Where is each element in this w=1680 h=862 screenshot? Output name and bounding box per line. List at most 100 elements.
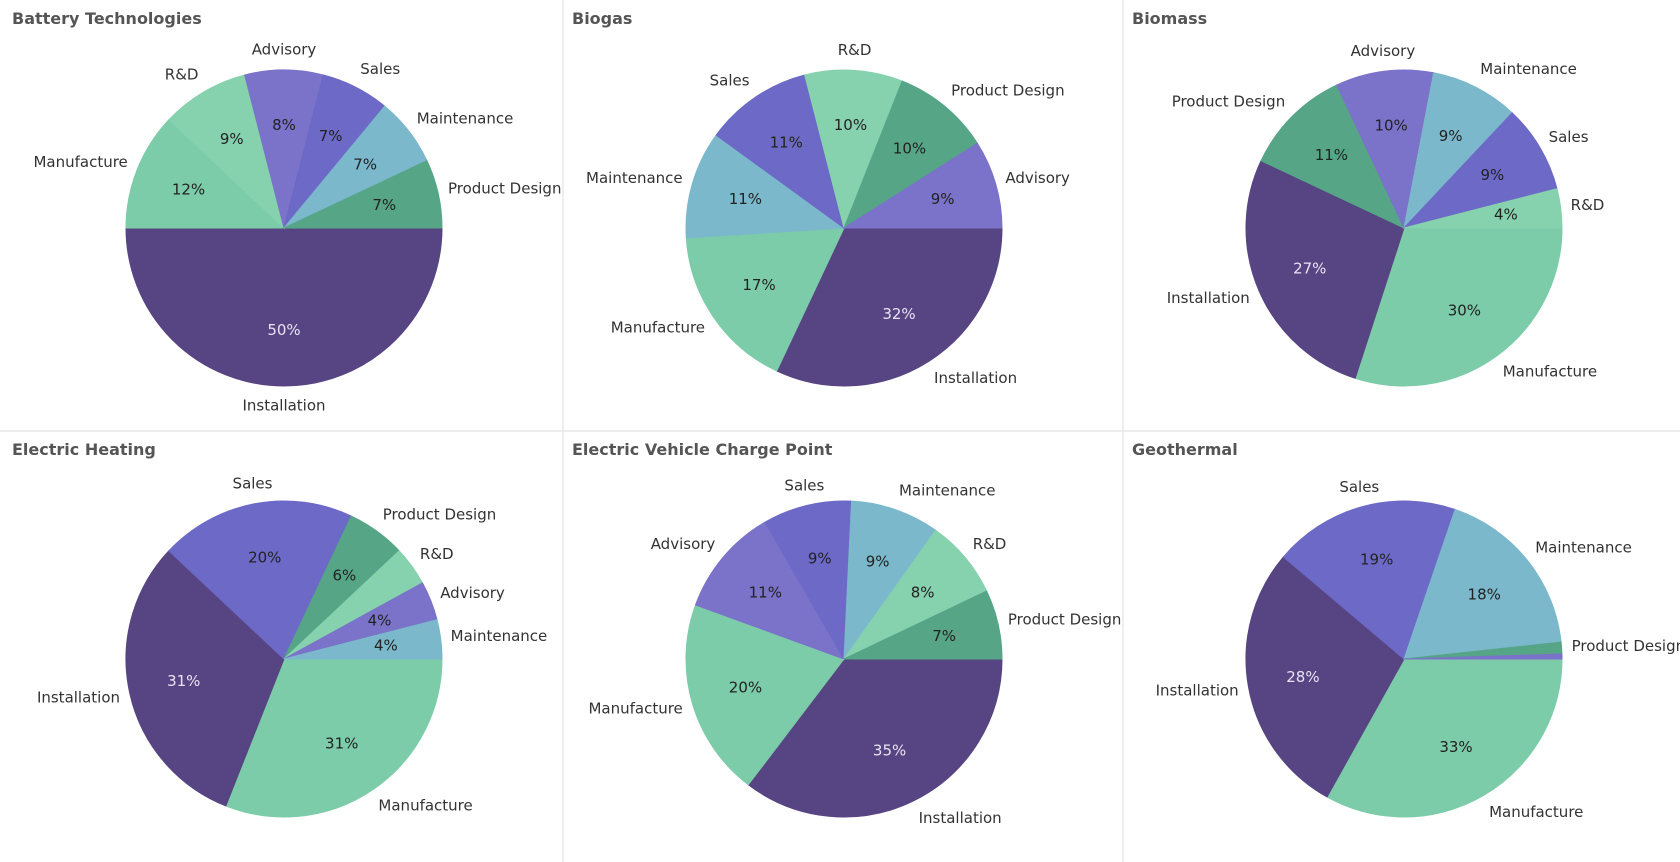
category-label: Installation [1156,681,1239,699]
chart-title: Geothermal [1132,440,1238,459]
value-label: 7% [353,156,377,174]
chart-title: Biomass [1132,9,1207,28]
category-label: Installation [242,397,325,415]
pie-slice [685,227,845,372]
pie-slice [764,500,853,661]
chart-title: Electric Heating [12,440,156,459]
value-label: 17% [742,276,775,294]
category-label: Sales [1339,478,1379,496]
category-label: Sales [1549,128,1589,146]
value-label: 4% [374,637,398,655]
category-label: Installation [919,809,1002,827]
value-label: 19% [1360,551,1393,569]
value-label: 31% [167,672,200,690]
value-label: 9% [808,550,832,568]
category-label: Product Design [1008,610,1122,628]
value-label: 6% [332,566,356,584]
pie-slice [715,74,845,230]
value-label: 8% [911,583,935,601]
pie-slice [283,160,443,229]
pie-slice [1402,112,1558,229]
category-label: Manufacture [588,700,682,718]
category-label: Maintenance [1535,538,1632,556]
value-label: 32% [882,305,915,323]
value-label: 31% [325,734,358,752]
category-label: Manufacture [1489,803,1583,821]
value-label: 11% [1315,146,1348,164]
value-label: 4% [1494,206,1518,224]
pie-slice [1282,500,1456,660]
pie-slice [1403,188,1563,229]
pie-slice [1354,227,1563,387]
value-label: 7% [319,127,343,145]
chart-title: Biogas [572,9,632,28]
category-label: Sales [710,71,750,89]
pie-slice [685,134,846,239]
category-label: R&D [973,535,1007,553]
pie-slice [125,119,286,229]
category-label: Advisory [440,584,505,602]
value-label: 33% [1439,738,1472,756]
pie-slice [776,227,1003,387]
pie-slice [694,521,846,660]
pie-slice [747,658,1003,818]
pie-slice [843,590,1003,660]
category-label: Product Design [383,505,497,523]
value-label: 18% [1468,585,1501,603]
pie-slice [168,74,285,230]
value-label: 30% [1448,302,1481,320]
value-label: 9% [1439,127,1463,145]
pie-slice [685,604,845,786]
value-label: 28% [1286,668,1319,686]
value-label: 11% [770,134,803,152]
category-label: Manufacture [1503,363,1597,381]
category-label: Product Design [951,81,1065,99]
chart-title: Electric Vehicle Charge Point [572,440,833,459]
pie-slice [1403,72,1513,230]
category-label: Installation [37,688,120,706]
pie-slice [125,550,285,807]
category-label: Product Design [448,180,562,198]
category-label: Manufacture [611,319,705,337]
pie-slice [842,142,1003,229]
pie-slice [843,500,937,661]
pie-slice [842,80,979,230]
category-label: Sales [784,477,824,495]
value-label: 12% [172,181,205,199]
value-label: 11% [749,583,782,601]
value-label: 10% [834,116,867,134]
value-label: 4% [368,612,392,630]
pie-slice [1245,160,1405,379]
category-label: Advisory [252,41,317,59]
pie-slice [1403,508,1562,660]
value-label: 10% [1374,117,1407,135]
pie-slice [1260,84,1406,230]
value-label: 10% [893,139,926,157]
pie-slice [1336,69,1435,230]
value-label: 9% [866,552,890,570]
pie-slice [168,500,352,660]
pie-slice [283,619,443,660]
category-label: Manufacture [378,797,472,815]
value-label: 20% [248,549,281,567]
category-label: Product Design [1172,93,1286,111]
category-label: Maintenance [451,627,548,645]
value-label: 9% [931,190,955,208]
category-label: Sales [233,475,273,493]
category-label: Product Design [1572,637,1680,655]
value-label: 11% [729,190,762,208]
value-label: 9% [1480,166,1504,184]
category-label: Installation [1167,289,1250,307]
pie-slice [225,658,443,818]
chart-title: Battery Technologies [12,9,202,28]
category-label: R&D [1571,196,1605,214]
category-label: Installation [934,369,1017,387]
category-label: R&D [420,545,454,563]
value-label: 9% [220,130,244,148]
pie-slice [1403,653,1563,660]
category-label: Maintenance [417,109,514,127]
category-label: Manufacture [33,153,127,171]
category-label: Maintenance [1480,60,1577,78]
value-label: 7% [932,627,956,645]
